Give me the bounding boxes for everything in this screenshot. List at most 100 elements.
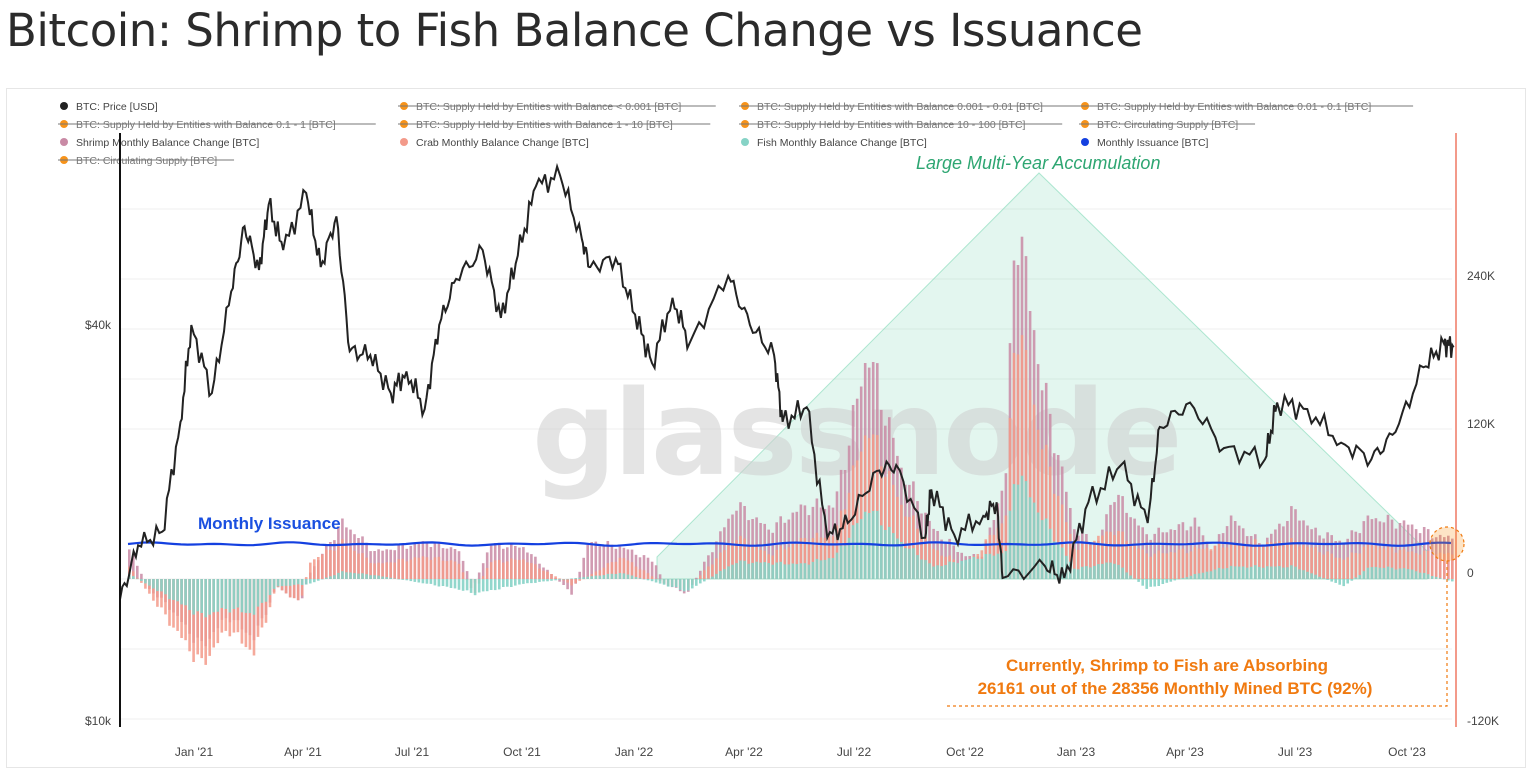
- legend[interactable]: BTC: Price [USD] BTC: Supply Held by Enti…: [58, 101, 1414, 167]
- legend-label: BTC: Circulating Supply [BTC]: [1097, 119, 1238, 131]
- balance-bar: [1374, 567, 1378, 579]
- legend-label: BTC: Supply Held by Entities with Balanc…: [416, 101, 681, 113]
- balance-bar: [662, 579, 666, 585]
- balance-bar: [128, 549, 131, 579]
- balance-bar: [349, 547, 352, 579]
- balance-bar: [1426, 574, 1430, 579]
- legend-item[interactable]: BTC: Supply Held by Entities with Balanc…: [58, 119, 376, 131]
- balance-bar: [1077, 550, 1080, 579]
- balance-bar: [602, 575, 606, 579]
- legend-item[interactable]: BTC: Supply Held by Entities with Balanc…: [1079, 101, 1414, 113]
- balance-bar: [1434, 576, 1438, 579]
- balance-bar: [912, 515, 915, 579]
- balance-bar: [554, 579, 557, 581]
- x-tick-label: Oct '22: [946, 745, 984, 759]
- balance-bar: [1342, 559, 1345, 579]
- balance-bar: [453, 579, 457, 589]
- balance-bar: [1129, 543, 1132, 579]
- balance-bar: [1266, 566, 1269, 579]
- legend-item[interactable]: BTC: Circulating Supply [BTC]: [58, 155, 235, 167]
- balance-bar: [514, 579, 517, 586]
- balance-bar: [1438, 577, 1442, 579]
- balance-bar: [1233, 543, 1237, 579]
- balance-bar: [333, 550, 336, 579]
- balance-bar: [1370, 567, 1374, 579]
- balance-bar: [1282, 567, 1285, 579]
- balance-bar: [365, 574, 368, 579]
- balance-bar: [606, 573, 610, 579]
- balance-bar: [1012, 484, 1016, 579]
- balance-bar: [622, 573, 626, 579]
- balance-bar: [682, 579, 686, 592]
- balance-bar: [1189, 575, 1193, 579]
- balance-bar: [835, 552, 839, 579]
- legend-item[interactable]: BTC: Supply Held by Entities with Balanc…: [739, 119, 1063, 131]
- chart-svg: BTC: Price [USD] BTC: Supply Held by Enti…: [58, 101, 1499, 759]
- chart-area[interactable]: BTC: Price [USD] BTC: Supply Held by Enti…: [6, 88, 1526, 768]
- balance-bar: [763, 562, 766, 579]
- balance-bar: [1093, 565, 1096, 579]
- balance-bar: [936, 565, 939, 579]
- balance-bar: [401, 579, 404, 580]
- balance-bar: [783, 564, 787, 579]
- balance-bar: [972, 556, 976, 579]
- balance-bar: [1382, 548, 1386, 579]
- balance-bar: [699, 579, 702, 584]
- balance-bar: [646, 573, 650, 579]
- balance-bar: [586, 576, 589, 579]
- balance-bar: [461, 572, 465, 579]
- balance-bar: [405, 561, 409, 579]
- balance-bar: [1145, 553, 1148, 579]
- balance-bar: [1330, 579, 1333, 582]
- legend-item[interactable]: Shrimp Monthly Balance Change [BTC]: [60, 137, 259, 149]
- balance-bar: [1117, 564, 1120, 579]
- balance-bar: [1040, 520, 1044, 579]
- balance-bar: [1346, 557, 1349, 579]
- balance-bar: [489, 579, 493, 590]
- balance-bar: [606, 541, 610, 579]
- balance-bar: [1241, 543, 1245, 579]
- balance-bar: [871, 434, 875, 579]
- balance-bar: [936, 550, 939, 579]
- balance-bar: [1322, 578, 1325, 579]
- balance-bar: [586, 545, 589, 579]
- balance-bar: [228, 579, 232, 613]
- balance-bar: [908, 517, 911, 579]
- balance-bar: [1145, 579, 1148, 589]
- balance-bar: [172, 579, 175, 600]
- balance-bar: [1024, 350, 1028, 579]
- crab-bars: [128, 335, 1454, 665]
- balance-bar: [377, 562, 380, 579]
- balance-bar: [325, 577, 328, 579]
- balance-bar: [687, 579, 690, 591]
- legend-item[interactable]: BTC: Supply Held by Entities with Balanc…: [398, 101, 716, 113]
- balance-bar: [405, 579, 409, 581]
- balance-bar: [1310, 573, 1313, 579]
- balance-bar: [437, 556, 441, 579]
- balance-bar: [1338, 557, 1341, 579]
- balance-bar: [1414, 571, 1418, 579]
- balance-bar: [1434, 554, 1438, 579]
- balance-bar: [1306, 571, 1309, 579]
- balance-bar: [590, 576, 593, 579]
- balance-bar: [1197, 548, 1201, 579]
- balance-bar: [506, 561, 509, 579]
- balance-bar: [1197, 573, 1201, 579]
- legend-item[interactable]: BTC: Supply Held by Entities with Balanc…: [739, 101, 1084, 113]
- balance-bar: [904, 516, 907, 579]
- legend-item[interactable]: BTC: Circulating Supply [BTC]: [1079, 119, 1256, 131]
- balance-bar: [827, 535, 831, 579]
- balance-bar: [421, 579, 425, 584]
- balance-bar: [1426, 551, 1430, 579]
- legend-item[interactable]: BTC: Supply Held by Entities with Balanc…: [398, 119, 711, 131]
- balance-bar: [321, 554, 324, 579]
- balance-bar: [614, 561, 618, 579]
- legend-item[interactable]: BTC: Price [USD]: [60, 101, 158, 113]
- balance-bar: [192, 579, 195, 662]
- balance-bar: [132, 576, 135, 579]
- balance-bar: [268, 579, 272, 595]
- legend-item[interactable]: Monthly Issuance [BTC]: [1081, 137, 1209, 149]
- balance-bar: [1330, 553, 1333, 579]
- legend-item[interactable]: Crab Monthly Balance Change [BTC]: [400, 137, 589, 149]
- legend-item[interactable]: Fish Monthly Balance Change [BTC]: [741, 137, 927, 149]
